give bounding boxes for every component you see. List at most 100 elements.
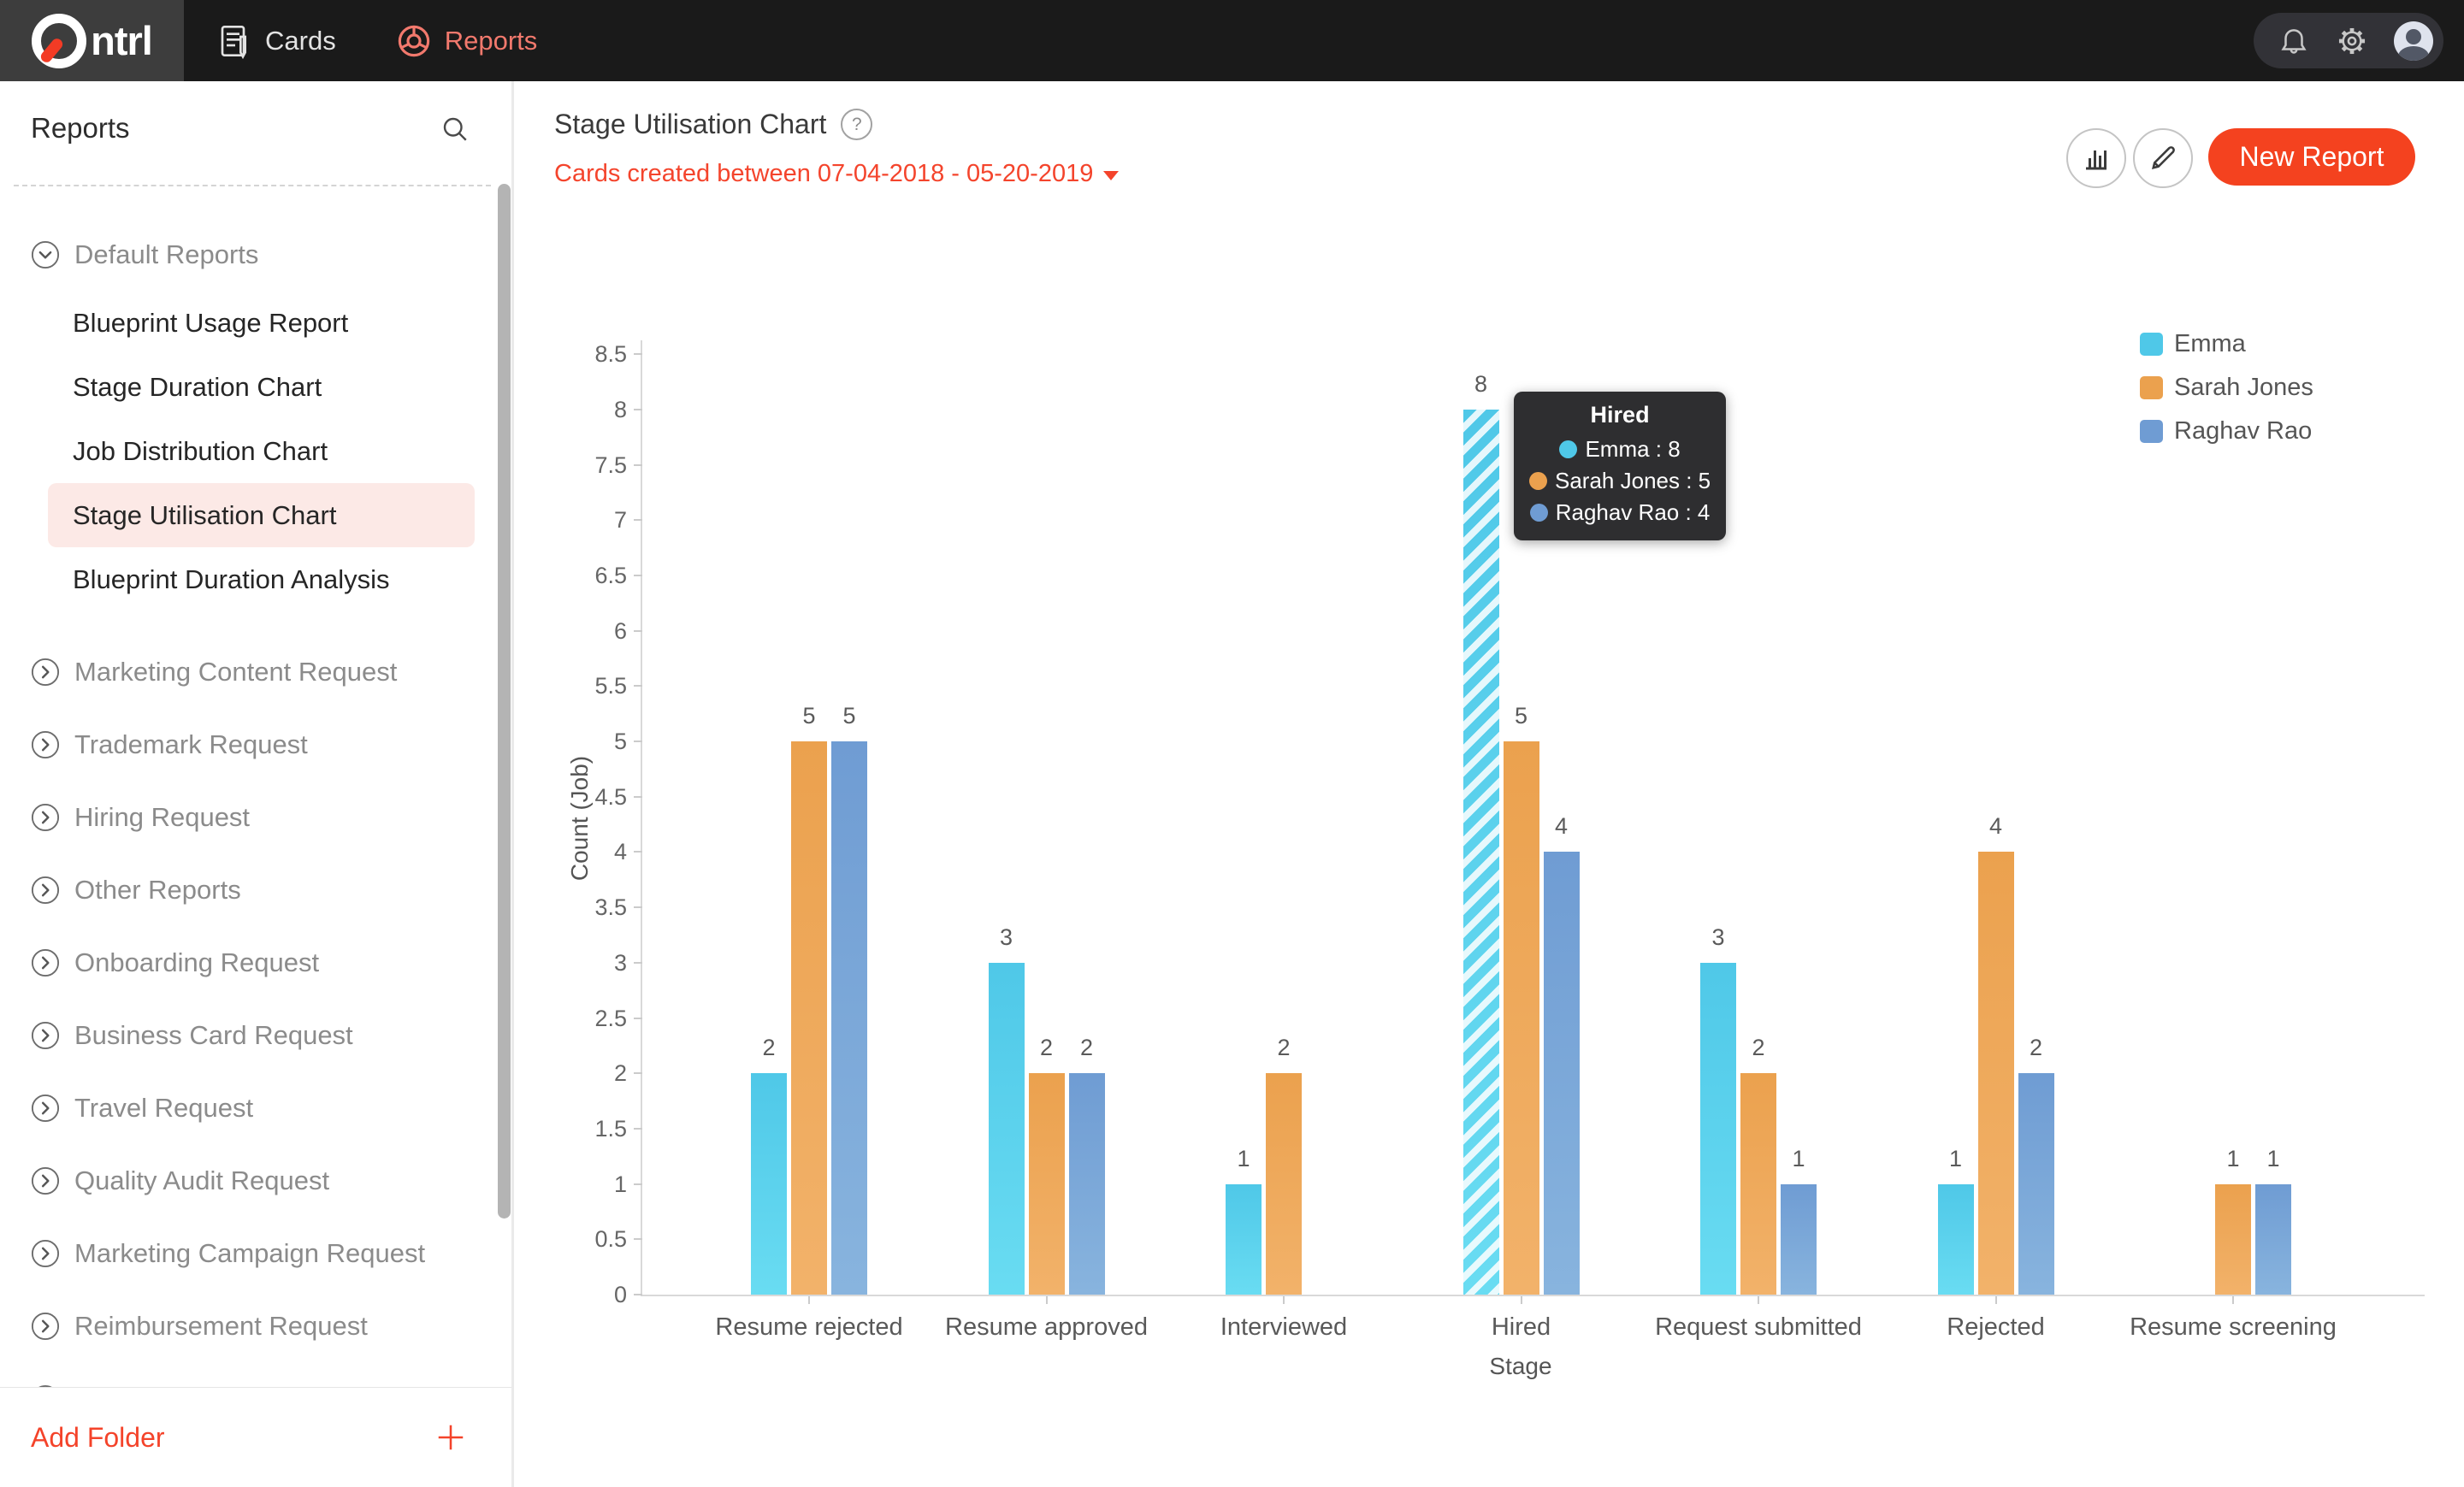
stage-utilisation-chart: Count (Job) Stage Emma Sarah Jones Raghav … [514,81,2464,1487]
x-axis-tick [1045,1296,1048,1304]
chart-bar-sarah-jones-resume-approved[interactable] [1028,1073,1065,1295]
y-axis-tick [634,1127,642,1130]
help-icon[interactable]: ? [841,109,873,140]
legend-label: Sarah Jones [2174,374,2313,401]
sidebar-item-default-reports[interactable]: Default Reports [0,218,511,291]
y-axis-tick [634,629,642,632]
y-axis-tick-label: 6 [613,617,627,644]
user-avatar[interactable] [2394,21,2433,61]
tooltip-series-value: Sarah Jones : 5 [1555,468,1711,493]
x-axis-title: Stage [1489,1353,1552,1379]
chart-bar-sarah-jones-hired[interactable] [1503,741,1539,1295]
sidebar-item-job-distribution-chart[interactable]: Job Distribution Chart [0,419,511,483]
sidebar-item-marketing-campaign-request[interactable]: Marketing Campaign Request [0,1217,511,1289]
sidebar-item-quality-audit-request[interactable]: Quality Audit Request [0,1144,511,1217]
chart-bar-raghav-rao-request-submitted[interactable] [1781,1183,1817,1295]
sidebar-item-marketing-content-request[interactable]: Marketing Content Request [0,635,511,708]
sidebar-item-reimbursement-request[interactable]: Reimbursement Request [0,1289,511,1362]
sidebar-item-stage-utilisation-chart[interactable]: Stage Utilisation Chart [48,483,475,547]
chart-bar-sarah-jones-interviewed[interactable] [1266,1073,1302,1295]
chart-bar-sarah-jones-rejected[interactable] [1977,852,2014,1295]
new-report-button[interactable]: New Report [2208,128,2415,186]
tooltip-row: Emma : 8 [1529,434,1711,465]
sidebar-item-travel-request[interactable]: Travel Request [0,1071,511,1144]
chart-bar-emma-hired[interactable] [1462,409,1499,1295]
sidebar-item-label: Marketing Content Request [74,656,398,687]
sidebar-item-blueprint-usage-report[interactable]: Blueprint Usage Report [0,291,511,355]
chart-bar-raghav-rao-rejected[interactable] [2018,1073,2054,1295]
tooltip-row: Raghav Rao : 4 [1529,497,1711,528]
add-folder-plus-icon[interactable] [434,1421,467,1454]
chart-bar-emma-request-submitted[interactable] [1700,962,1736,1295]
sidebar-item-business-card-request[interactable]: Business Card Request [0,999,511,1071]
legend-item-emma[interactable]: Emma [2140,330,2313,358]
sidebar-scrollbar-thumb[interactable] [498,184,511,1219]
chart-bar-emma-resume-rejected[interactable] [751,1073,787,1295]
nav-item-cards[interactable]: Cards [218,22,336,60]
bar-value-label: 1 [1792,1145,1805,1171]
legend-item-raghav-rao[interactable]: Raghav Rao [2140,417,2313,446]
chart-bar-sarah-jones-request-submitted[interactable] [1740,1073,1776,1295]
nav-item-reports-label: Reports [444,25,538,56]
chart-bar-sarah-jones-resume-screening[interactable] [2215,1183,2251,1295]
sidebar-item-blueprint-duration-analysis[interactable]: Blueprint Duration Analysis [0,547,511,611]
chevron-right-circle-icon [31,948,60,977]
x-axis-tick [2232,1296,2234,1304]
chart-bar-raghav-rao-resume-screening[interactable] [2255,1183,2291,1295]
chart-bar-emma-resume-approved[interactable] [988,962,1025,1295]
tooltip-row: Sarah Jones : 5 [1529,465,1711,497]
sidebar-item-clipped[interactable] [0,1362,511,1388]
chevron-right-circle-icon [31,803,60,832]
sidebar-item-label: Job Distribution Chart [73,435,328,466]
chart-bar-emma-interviewed[interactable] [1226,1183,1262,1295]
y-axis-tick-label: 7.5 [594,451,627,478]
chart-type-button[interactable] [2066,128,2126,188]
sidebar-item-label: Stage Utilisation Chart [73,499,337,530]
tooltip-series-value: Emma : 8 [1585,436,1681,462]
qntrl-logo-q-icon [32,13,87,68]
bar-value-label: 5 [842,703,856,729]
sidebar-item-onboarding-request[interactable]: Onboarding Request [0,926,511,999]
add-folder-button[interactable]: Add Folder [31,1421,165,1453]
chart-bar-sarah-jones-resume-rejected[interactable] [791,741,827,1295]
notifications-bell-icon[interactable] [2278,25,2310,57]
y-axis-tick-label: 8.5 [594,341,627,368]
bar-value-label: 3 [999,923,1013,950]
legend-swatch [2140,333,2163,356]
search-icon[interactable] [440,114,470,145]
chevron-down-circle-icon [31,240,60,269]
edit-report-button[interactable] [2133,128,2193,188]
bar-value-label: 8 [1474,370,1488,397]
sidebar-item-other-reports[interactable]: Other Reports [0,853,511,926]
bar-value-label: 1 [2266,1145,2280,1171]
sidebar-item-stage-duration-chart[interactable]: Stage Duration Chart [0,355,511,419]
chart-bar-raghav-rao-resume-rejected[interactable] [831,741,867,1295]
x-axis-tick [1758,1296,1759,1304]
bar-value-label: 2 [1039,1035,1054,1061]
nav-item-reports[interactable]: Reports [396,23,538,59]
bar-value-label: 2 [2029,1035,2043,1061]
y-axis-tick [634,463,642,466]
y-axis-tick-label: 3 [613,949,627,976]
y-axis-tick [634,1238,642,1241]
sidebar-item-hiring-request[interactable]: Hiring Request [0,781,511,853]
sidebar-item-label: Blueprint Usage Report [73,307,349,338]
sidebar-item-label: Default Reports [74,239,259,269]
chart-bar-raghav-rao-resume-approved[interactable] [1068,1073,1105,1295]
sidebar-item-label: Blueprint Duration Analysis [73,564,390,594]
chart-bar-emma-rejected[interactable] [1937,1183,1974,1295]
qntrl-logo[interactable]: ntrl [0,0,184,81]
chevron-right-circle-icon [31,658,60,687]
bar-value-label: 2 [1752,1035,1765,1061]
y-axis-tick-label: 4 [613,839,627,865]
sidebar-item-label: Reimbursement Request [74,1310,368,1341]
settings-gear-icon[interactable] [2336,25,2368,57]
y-axis-tick [634,353,642,356]
avatar-silhouette [2406,28,2421,44]
chevron-right-circle-icon [31,730,60,759]
y-axis-tick [634,574,642,576]
date-range-filter[interactable]: Cards created between 07-04-2018 - 05-20… [554,160,1120,188]
legend-item-sarah-jones[interactable]: Sarah Jones [2140,374,2313,402]
chart-bar-raghav-rao-hired[interactable] [1543,852,1580,1295]
sidebar-item-trademark-request[interactable]: Trademark Request [0,708,511,781]
